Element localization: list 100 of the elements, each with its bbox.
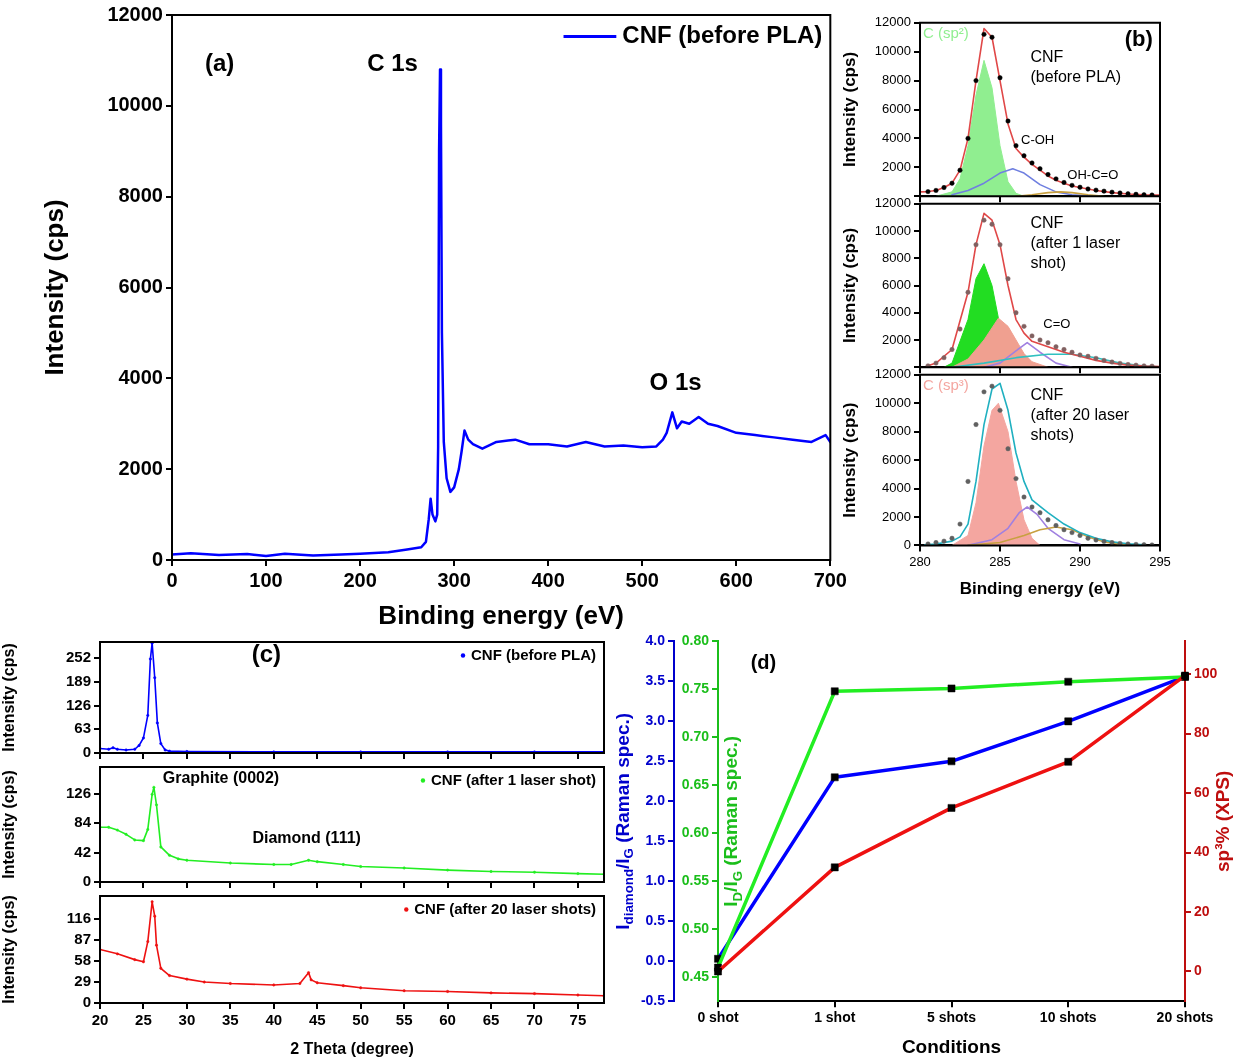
x-tick-label: 700 bbox=[813, 568, 847, 591]
y-tick-label: 6000 bbox=[118, 275, 163, 298]
y-tick-label: 4.0 bbox=[645, 632, 666, 649]
text: CNF (after 1 laser shot) bbox=[430, 770, 597, 788]
annotation: C=O bbox=[1043, 316, 1071, 332]
y-tick-label: 126 bbox=[65, 695, 91, 713]
x-tick-label: 500 bbox=[625, 568, 659, 591]
y2-tick-label: 0 bbox=[1194, 962, 1202, 979]
y-tick-label: 4000 bbox=[882, 129, 911, 145]
y-tick-label: 126 bbox=[65, 783, 91, 801]
x-tick-label: 70 bbox=[526, 1011, 543, 1029]
text: CNF (before PLA) bbox=[471, 645, 596, 663]
x-tick-label: 600 bbox=[719, 568, 753, 591]
y-tick-label: 0 bbox=[903, 536, 911, 552]
y-axis-title: Intensity (cps) bbox=[38, 199, 69, 376]
annotation: (b) bbox=[1124, 26, 1153, 52]
annotation: CNF (before PLA) bbox=[1030, 47, 1122, 85]
annotation: (a) bbox=[204, 48, 235, 76]
y-tick-label: 6000 bbox=[882, 277, 911, 293]
annotation: CNF (after 1 laser shot) bbox=[1030, 213, 1121, 271]
y-axis-title: Intensity (cps) bbox=[839, 51, 859, 168]
annotation: OH-C=O bbox=[1067, 166, 1119, 182]
y-tick-label: 10000 bbox=[107, 93, 163, 116]
y-tick-label: 12000 bbox=[874, 14, 911, 30]
x-axis-title: Binding energy (eV) bbox=[959, 579, 1121, 599]
x-tick-label: 45 bbox=[308, 1011, 326, 1029]
y-tick-label: 2.0 bbox=[645, 792, 666, 809]
x-tick-label: 20 shots bbox=[1156, 1009, 1214, 1026]
x-tick-label: 285 bbox=[989, 553, 1011, 569]
y-tick-label: 0.5 bbox=[645, 912, 666, 929]
y-tick-label: 8000 bbox=[118, 184, 163, 207]
y-tick-label: 8000 bbox=[882, 72, 911, 88]
x-tick-label: 300 bbox=[437, 568, 471, 591]
y-tick-label: 58 bbox=[74, 951, 91, 969]
annotation: (c) bbox=[251, 639, 281, 667]
annotation: O 1s bbox=[649, 367, 702, 395]
x-tick-label: 40 bbox=[265, 1011, 283, 1029]
y-tick-label: 10000 bbox=[874, 394, 911, 410]
x-tick-label: 20 bbox=[91, 1011, 109, 1029]
series-label: C (sp³) bbox=[923, 375, 969, 393]
y-tick-label: 4000 bbox=[882, 304, 911, 320]
y-axis-title: Idiamond/IG (Raman spec.) bbox=[611, 712, 637, 930]
x-tick-label: 1 shot bbox=[814, 1009, 856, 1026]
legend-label: CNF (before PLA) bbox=[622, 21, 823, 49]
x-tick-label: 400 bbox=[531, 568, 565, 591]
y-tick-label: 0 bbox=[82, 872, 91, 890]
y-tick-label: 3.5 bbox=[645, 672, 666, 689]
y-tick-label: 2.5 bbox=[645, 752, 666, 769]
y-tick-label: 10000 bbox=[874, 222, 911, 238]
x-tick-label: 0 bbox=[166, 568, 178, 591]
y-tick-label: 0 bbox=[82, 993, 91, 1011]
y-tick-label: 189 bbox=[65, 672, 91, 690]
y-tick-label: -0.5 bbox=[640, 992, 666, 1009]
annotation: C 1s bbox=[367, 48, 418, 76]
text: CNF (after 20 laser shots) bbox=[414, 899, 597, 917]
y3-tick-label: 0.45 bbox=[681, 968, 710, 985]
y-axis-title: Intensity (cps) bbox=[0, 895, 18, 1004]
x-tick-label: 295 bbox=[1149, 553, 1171, 569]
x-tick-label: 280 bbox=[909, 553, 931, 569]
y-tick-label: 4000 bbox=[882, 480, 911, 496]
y3-tick-label: 0.65 bbox=[681, 776, 710, 793]
y-tick-label: 12000 bbox=[874, 366, 911, 382]
y2-tick-label: 20 bbox=[1194, 902, 1210, 919]
annotation: CNF (after 20 laser shots) bbox=[1030, 385, 1130, 443]
y-tick-label: 87 bbox=[74, 930, 91, 948]
x-tick-label: 200 bbox=[343, 568, 377, 591]
x-tick-label: 55 bbox=[395, 1011, 413, 1029]
x-tick-label: 10 shots bbox=[1039, 1009, 1097, 1026]
y3-tick-label: 0.75 bbox=[681, 680, 710, 697]
y-tick-label: 3.0 bbox=[645, 712, 666, 729]
y2-tick-label: 60 bbox=[1194, 783, 1210, 800]
y3-tick-label: 0.50 bbox=[681, 920, 710, 937]
y3-tick-label: 0.60 bbox=[681, 824, 710, 841]
y2-tick-label: 40 bbox=[1194, 843, 1210, 860]
x-tick-label: 5 shots bbox=[926, 1009, 977, 1026]
y-tick-label: 10000 bbox=[874, 43, 911, 59]
x-tick-label: 25 bbox=[135, 1011, 152, 1029]
y-tick-label: 252 bbox=[65, 648, 91, 666]
x-tick-label: 65 bbox=[482, 1011, 500, 1029]
series-label: C (sp²) bbox=[923, 23, 969, 41]
y-tick-label: 6000 bbox=[882, 101, 911, 117]
y-tick-label: 63 bbox=[74, 719, 91, 737]
y2-axis-title: sp³% (XPS) bbox=[1211, 770, 1233, 872]
y-tick-label: 12000 bbox=[107, 2, 163, 25]
y-tick-label: 42 bbox=[74, 842, 91, 860]
y-tick-label: 12000 bbox=[874, 195, 911, 211]
x-tick-label: 100 bbox=[249, 568, 283, 591]
y-tick-label: 84 bbox=[74, 813, 92, 831]
y-tick-label: 29 bbox=[74, 972, 91, 990]
y3-tick-label: 0.55 bbox=[681, 872, 710, 889]
y-tick-label: 2000 bbox=[882, 331, 911, 347]
y-tick-label: 8000 bbox=[882, 423, 911, 439]
x-tick-label: 290 bbox=[1069, 553, 1091, 569]
y-tick-label: 6000 bbox=[882, 451, 911, 467]
x-axis-title: Conditions bbox=[901, 1035, 1002, 1057]
x-axis-title: 2 Theta (degree) bbox=[290, 1039, 414, 1057]
y-axis-title: Intensity (cps) bbox=[839, 402, 859, 518]
x-axis-title: Binding energy (eV) bbox=[378, 599, 624, 630]
y-tick-label: 1.5 bbox=[645, 832, 666, 849]
y-axis-title: Intensity (cps) bbox=[0, 770, 18, 879]
